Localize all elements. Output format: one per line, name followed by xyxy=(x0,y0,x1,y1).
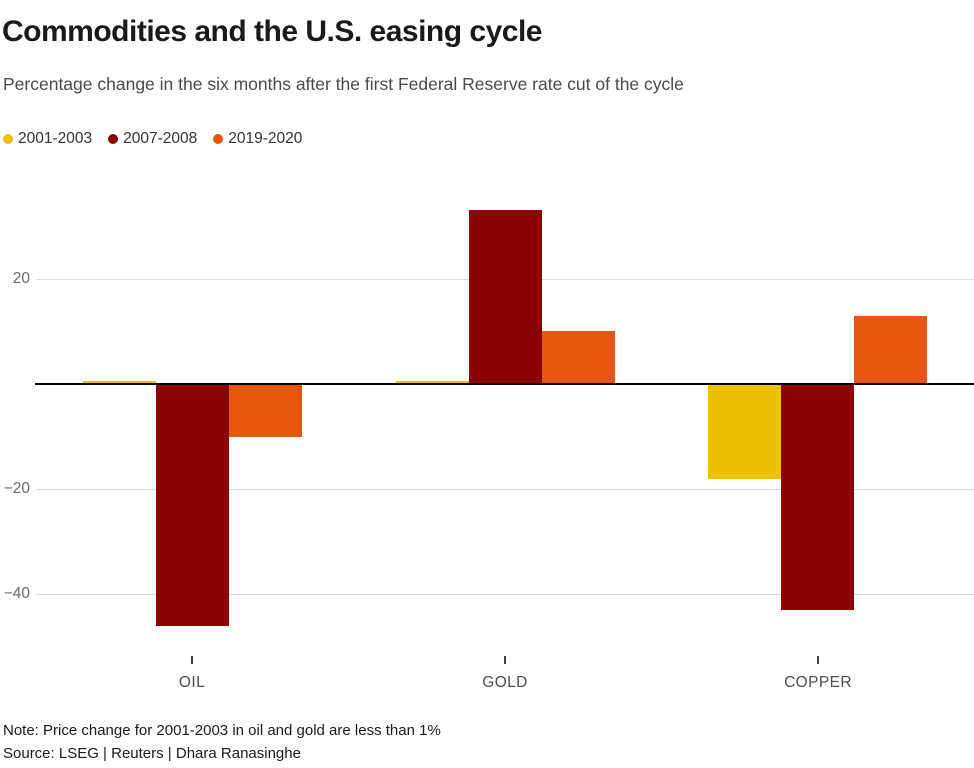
page-subtitle: Percentage change in the six months afte… xyxy=(3,74,684,94)
zero-axis-line xyxy=(35,383,974,385)
legend-dot-icon xyxy=(213,134,224,144)
legend-label: 2019-2020 xyxy=(228,130,303,147)
bar-copper-2019-2020 xyxy=(854,316,927,384)
gridline xyxy=(36,279,974,280)
legend-dot-icon xyxy=(108,134,119,144)
bar-oil-2019-2020 xyxy=(229,384,302,437)
y-axis-tick-label: −40 xyxy=(3,585,30,602)
x-axis-tick xyxy=(817,656,819,664)
bar-gold-2001-2003 xyxy=(396,381,469,384)
legend-item: 2007-2008 xyxy=(108,130,197,148)
x-axis-tick xyxy=(504,656,506,664)
gridline xyxy=(36,489,974,490)
bar-gold-2007-2008 xyxy=(469,210,542,384)
source-text: Source: LSEG | Reuters | Dhara Ranasingh… xyxy=(3,745,301,762)
legend-item: 2001-2003 xyxy=(3,130,92,148)
page-title: Commodities and the U.S. easing cycle xyxy=(2,15,543,48)
bar-copper-2001-2003 xyxy=(708,384,781,479)
x-axis-category-label: COPPER xyxy=(784,674,852,691)
note-text: Note: Price change for 2001-2003 in oil … xyxy=(3,722,441,739)
legend-dot-icon xyxy=(3,134,13,144)
y-axis-tick-label: −20 xyxy=(3,480,30,497)
bar-gold-2019-2020 xyxy=(542,331,615,384)
x-axis-tick xyxy=(191,656,193,664)
bar-copper-2007-2008 xyxy=(781,384,854,610)
legend-label: 2007-2008 xyxy=(123,130,198,147)
legend-item: 2019-2020 xyxy=(213,130,302,148)
y-axis-tick-label: 20 xyxy=(12,270,30,287)
legend-label: 2001-2003 xyxy=(18,130,93,147)
x-axis-category-label: GOLD xyxy=(482,674,528,691)
gridline xyxy=(36,594,974,595)
legend: 2001-2003 2007-2008 2019-2020 xyxy=(3,130,302,148)
bar-oil-2007-2008 xyxy=(156,384,229,626)
bar-oil-2001-2003 xyxy=(83,381,156,384)
x-axis-category-label: OIL xyxy=(178,674,206,691)
